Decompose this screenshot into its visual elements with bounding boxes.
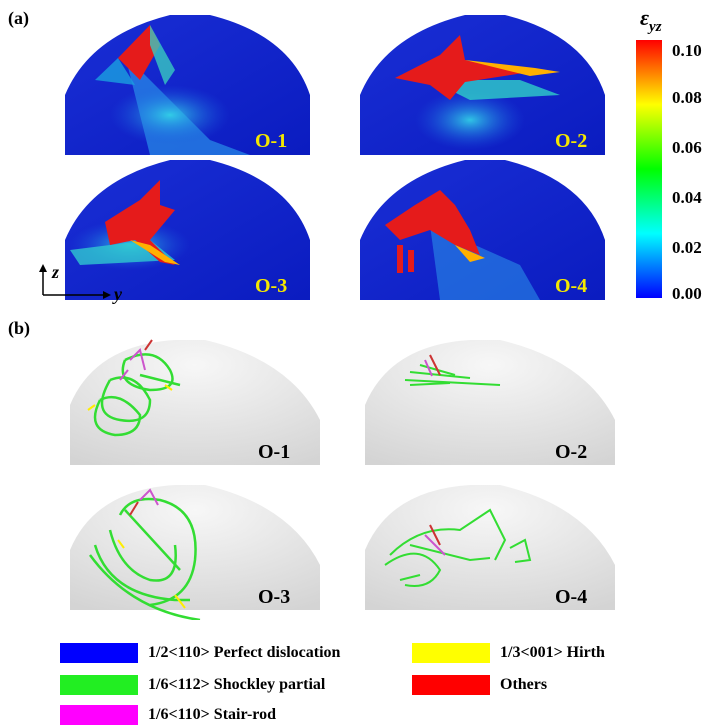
- legend-swatch: [60, 675, 138, 695]
- panel-b-label: (b): [8, 318, 30, 338]
- dislocation-configs: O-1 O-2 O-3: [70, 339, 615, 620]
- legend-label: 1/3<001> Hirth: [500, 644, 605, 661]
- colorbar-tick: 0.00: [672, 284, 702, 303]
- legend-item-hirth: 1/3<001> Hirth: [412, 642, 605, 664]
- legend-swatch: [412, 643, 490, 663]
- config-o1-label: O-1: [258, 441, 290, 463]
- colorbar-tick: 0.08: [672, 88, 702, 107]
- strain-maps: O-1 O-2 O-3 O-4 z y: [39, 5, 662, 304]
- colorbar-tick: 0.10: [672, 41, 702, 60]
- legend-label: 1/6<112> Shockley partial: [148, 676, 326, 693]
- strain-map-o2-label: O-2: [555, 130, 587, 152]
- colorbar-tick: 0.04: [672, 188, 702, 207]
- legend-item-others: Others: [412, 674, 547, 696]
- config-o4-label: O-4: [555, 586, 587, 608]
- legend-swatch: [60, 705, 138, 725]
- config-o4: [365, 485, 615, 610]
- config-o2: [365, 340, 615, 465]
- config-o2-label: O-2: [555, 441, 587, 463]
- config-o3: [70, 485, 320, 620]
- colorbar-tick: 0.02: [672, 238, 702, 257]
- strain-map-o1-label: O-1: [255, 130, 287, 152]
- axis-y-label: y: [112, 284, 123, 304]
- config-o1: [70, 339, 320, 465]
- colorbar: [636, 40, 662, 298]
- legend-item-stair-rod: 1/6<110> Stair-rod: [60, 704, 276, 726]
- legend-label: 1/2<110> Perfect dislocation: [148, 644, 341, 661]
- strain-map-o3-label: O-3: [255, 275, 287, 297]
- colorbar-title: εyz: [640, 5, 662, 35]
- legend-label: 1/6<110> Stair-rod: [148, 706, 277, 723]
- config-o3-label: O-3: [258, 586, 290, 608]
- axis-z-label: z: [51, 262, 59, 282]
- axes-indicator: z y: [39, 262, 123, 304]
- strain-map-o4-label: O-4: [555, 275, 587, 297]
- colorbar-tick: 0.06: [672, 138, 702, 157]
- legend-item-perfect: 1/2<110> Perfect dislocation: [60, 642, 340, 664]
- panel-a-label: (a): [8, 8, 29, 28]
- legend-swatch: [60, 643, 138, 663]
- legend-item-shockley: 1/6<112> Shockley partial: [60, 674, 325, 696]
- legend-label: Others: [500, 676, 548, 693]
- legend-swatch: [412, 675, 490, 695]
